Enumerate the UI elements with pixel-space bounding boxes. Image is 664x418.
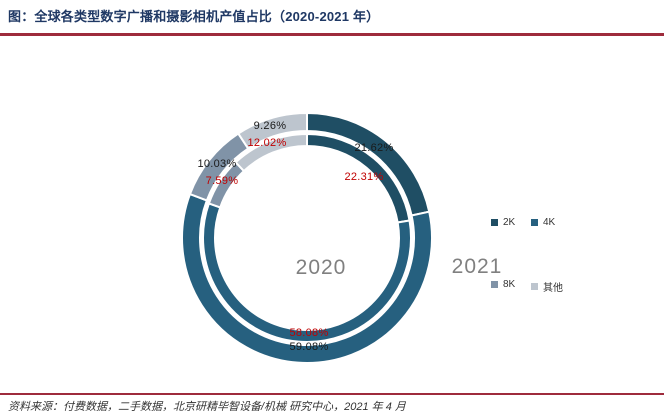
data-label-2021-59.08pct: 59.08%	[289, 341, 329, 353]
data-label-2020-7.59pct: 7.59%	[205, 175, 239, 187]
legend-label-other: 其他	[543, 283, 563, 294]
donut-chart-area: 2020 2021 2K 4K 8K 其他 21.62% 22.31% 9.26% 1…	[0, 40, 664, 390]
year-label-2021: 2021	[451, 255, 503, 278]
legend-label-8k: 8K	[503, 279, 516, 290]
legend-item-2k: 2K	[491, 217, 515, 228]
data-label-2021-21.62pct: 21.62%	[354, 142, 394, 154]
legend-swatch-2k	[491, 219, 498, 226]
year-label-2020: 2020	[295, 256, 347, 279]
donut-segment-2020-其他	[234, 133, 308, 173]
legend-label-2k: 2K	[503, 217, 516, 228]
legend-swatch-4k	[531, 219, 538, 226]
data-label-2021-10.03pct: 10.03%	[197, 158, 237, 170]
data-label-2021-9.26pct: 9.26%	[253, 120, 287, 132]
figure-title: 图：全球各类型数字广播和摄影相机产值占比（2020-2021 年）	[8, 9, 380, 24]
data-label-2020-22.31pct: 22.31%	[344, 171, 384, 183]
legend-item-4k: 4K	[531, 217, 555, 228]
legend-swatch-other	[531, 283, 538, 290]
donut-segment-2021-其他	[237, 112, 308, 150]
title-divider-line	[0, 33, 664, 36]
legend-label-4k: 4K	[543, 217, 556, 228]
legend-item-8k: 8K	[491, 279, 515, 290]
legend-swatch-8k	[491, 281, 498, 288]
data-label-2020-12.02pct: 12.02%	[247, 137, 287, 149]
source-note: 资料来源：付费数据，二手数据，北京研精毕智设备/机械 研究中心，2021 年 4…	[8, 401, 406, 413]
footer-divider-line	[0, 393, 664, 395]
data-label-2020-58.08pct: 58.08%	[289, 327, 329, 339]
donut-chart	[181, 112, 433, 364]
legend-item-other: 其他	[531, 279, 563, 294]
